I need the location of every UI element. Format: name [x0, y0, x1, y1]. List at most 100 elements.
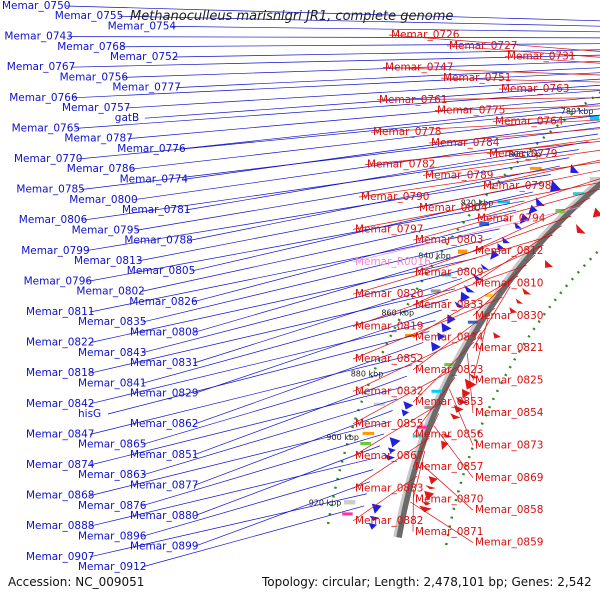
left-gene-label[interactable]: Memar_0822 — [26, 337, 94, 349]
right-gene-label[interactable]: Memar_0870 — [415, 493, 483, 505]
right-gene-label[interactable]: Memar_0789 — [425, 169, 493, 181]
left-gene-label[interactable]: Memar_0843 — [78, 347, 146, 359]
left-gene-label[interactable]: Memar_0799 — [21, 245, 89, 257]
left-gene-label[interactable]: Memar_0786 — [67, 163, 136, 175]
left-gene-label[interactable]: Memar_0811 — [26, 306, 94, 318]
left-gene-label[interactable]: Memar_0831 — [130, 357, 198, 369]
left-gene-label[interactable]: Memar_0802 — [76, 286, 144, 298]
right-gene-label[interactable]: Memar_0779 — [489, 148, 557, 160]
right-gene-label[interactable]: Memar_0867 — [355, 450, 423, 462]
right-gene-label[interactable]: Memar_0778 — [373, 126, 441, 138]
left-gene-label[interactable]: Memar_0806 — [19, 214, 88, 226]
right-gene-label[interactable]: Memar_0882 — [355, 515, 423, 527]
left-gene-label[interactable]: Memar_0874 — [26, 459, 95, 471]
right-gene-label[interactable]: Memar_0761 — [379, 94, 447, 106]
left-gene-label[interactable]: Memar_0829 — [130, 388, 198, 400]
right-gene-label[interactable]: Memar_0834 — [415, 331, 484, 343]
left-gene-label[interactable]: Memar_0912 — [78, 561, 146, 573]
right-gene-label[interactable]: Memar_0855 — [355, 418, 423, 430]
right-gene-label[interactable]: Memar_0821 — [475, 342, 543, 354]
left-gene-label[interactable]: Memar_0788 — [124, 235, 192, 247]
right-gene-label[interactable]: Memar_0819 — [355, 321, 423, 333]
left-gene-label[interactable]: Memar_0766 — [9, 92, 78, 104]
left-gene-label[interactable]: Memar_0842 — [26, 398, 94, 410]
left-gene-label[interactable]: Memar_0907 — [26, 551, 94, 563]
left-gene-label[interactable]: Memar_0835 — [78, 316, 146, 328]
left-gene-label[interactable]: Memar_0776 — [117, 143, 186, 155]
right-gene-label[interactable]: Memar_0825 — [475, 375, 543, 387]
right-gene-label[interactable]: Memar_0883 — [355, 483, 423, 495]
left-gene-label[interactable]: Memar_0868 — [26, 490, 94, 502]
left-gene-label[interactable]: Memar_0743 — [4, 31, 72, 43]
right-gene-label[interactable]: Memar_0784 — [431, 137, 500, 149]
right-gene-label[interactable]: Memar_0731 — [507, 51, 575, 63]
left-gene-label[interactable]: Memar_0813 — [74, 255, 142, 267]
right-gene-label[interactable]: Memar_0820 — [355, 288, 423, 300]
left-gene-label[interactable]: Memar_0755 — [55, 10, 123, 22]
left-gene-label[interactable]: Memar_0795 — [72, 224, 140, 236]
right-gene-label[interactable]: Memar_0794 — [477, 213, 546, 225]
right-gene-label[interactable]: Memar_0856 — [415, 429, 484, 441]
right-gene-label[interactable]: Memar_0830 — [475, 310, 543, 322]
left-gene-label[interactable]: Memar_0805 — [127, 265, 195, 277]
left-gene-label[interactable]: Memar_0750 — [2, 0, 70, 12]
right-gene-label[interactable]: Memar_0852 — [355, 353, 423, 365]
right-gene-label[interactable]: Memar_0747 — [385, 61, 453, 73]
left-gene-label[interactable]: Memar_0777 — [112, 82, 180, 94]
left-gene-label[interactable]: Memar_0896 — [78, 530, 147, 542]
right-gene-label[interactable]: Memar_0859 — [475, 537, 543, 549]
left-gene-label[interactable]: Memar_0826 — [129, 296, 198, 308]
right-gene-label[interactable]: Memar_0823 — [415, 364, 483, 376]
left-gene-label[interactable]: Memar_0781 — [122, 204, 190, 216]
left-gene-label[interactable]: Memar_0757 — [62, 102, 130, 114]
right-gene-label[interactable]: Memar_0854 — [475, 407, 544, 419]
left-gene-label[interactable]: Memar_0770 — [14, 153, 82, 165]
right-gene-label[interactable]: Memar_0790 — [361, 191, 429, 203]
left-gene-label[interactable]: Memar_0851 — [130, 449, 198, 461]
right-gene-label[interactable]: Memar_0763 — [501, 83, 569, 95]
right-gene-label[interactable]: Memar_0798 — [483, 180, 551, 192]
left-gene-label[interactable]: Memar_0863 — [78, 469, 146, 481]
left-gene-label[interactable]: Memar_0800 — [69, 194, 137, 206]
left-gene-label[interactable]: Memar_0767 — [7, 61, 75, 73]
left-gene-label[interactable]: Memar_0888 — [26, 520, 94, 532]
right-gene-label[interactable]: Memar_0857 — [415, 461, 483, 473]
right-gene-label[interactable]: Memar_0871 — [415, 526, 483, 538]
left-gene-label[interactable]: Memar_0787 — [64, 133, 132, 145]
right-gene-label[interactable]: Memar_0833 — [415, 299, 483, 311]
right-gene-label[interactable]: Memar_0873 — [475, 439, 543, 451]
right-gene-label[interactable]: Memar_0782 — [367, 159, 435, 171]
right-gene-label[interactable]: Memar_0858 — [475, 504, 543, 516]
left-gene-label[interactable]: hisG — [78, 408, 101, 420]
right-gene-label[interactable]: Memar_0812 — [475, 245, 543, 257]
right-gene-label[interactable]: Memar_0764 — [495, 115, 564, 127]
left-gene-label[interactable]: Memar_0877 — [130, 479, 198, 491]
right-gene-label[interactable]: Memar_0804 — [419, 202, 488, 214]
left-gene-label[interactable]: Memar_0796 — [24, 275, 93, 287]
right-gene-label[interactable]: Memar_0726 — [391, 29, 460, 41]
left-gene-label[interactable]: Memar_0754 — [108, 20, 177, 32]
right-gene-label[interactable]: Memar_0751 — [443, 72, 511, 84]
left-gene-label[interactable]: gatB — [115, 112, 139, 124]
rna-gene-label[interactable]: Memar_R0016 — [355, 256, 431, 268]
right-gene-label[interactable]: Memar_0832 — [355, 385, 423, 397]
left-gene-label[interactable]: Memar_0765 — [12, 122, 80, 134]
right-gene-label[interactable]: Memar_0803 — [415, 234, 483, 246]
left-gene-label[interactable]: Memar_0880 — [130, 510, 198, 522]
left-gene-label[interactable]: Memar_0847 — [26, 428, 94, 440]
right-gene-label[interactable]: Memar_0775 — [437, 105, 505, 117]
left-gene-label[interactable]: Memar_0752 — [110, 51, 178, 63]
left-gene-label[interactable]: Memar_0876 — [78, 500, 147, 512]
left-gene-label[interactable]: Memar_0785 — [16, 184, 84, 196]
left-gene-label[interactable]: Memar_0841 — [78, 377, 146, 389]
left-gene-label[interactable]: Memar_0818 — [26, 367, 94, 379]
left-gene-label[interactable]: Memar_0768 — [57, 41, 125, 53]
right-gene-label[interactable]: Memar_0869 — [475, 472, 543, 484]
right-gene-label[interactable]: Memar_0810 — [475, 277, 543, 289]
right-gene-label[interactable]: Memar_0853 — [415, 396, 483, 408]
left-gene-label[interactable]: Memar_0862 — [130, 418, 198, 430]
right-gene-label[interactable]: Memar_0727 — [449, 40, 517, 52]
left-gene-label[interactable]: Memar_0774 — [120, 173, 189, 185]
left-gene-label[interactable]: Memar_0808 — [130, 326, 198, 338]
left-gene-label[interactable]: Memar_0756 — [60, 71, 129, 83]
